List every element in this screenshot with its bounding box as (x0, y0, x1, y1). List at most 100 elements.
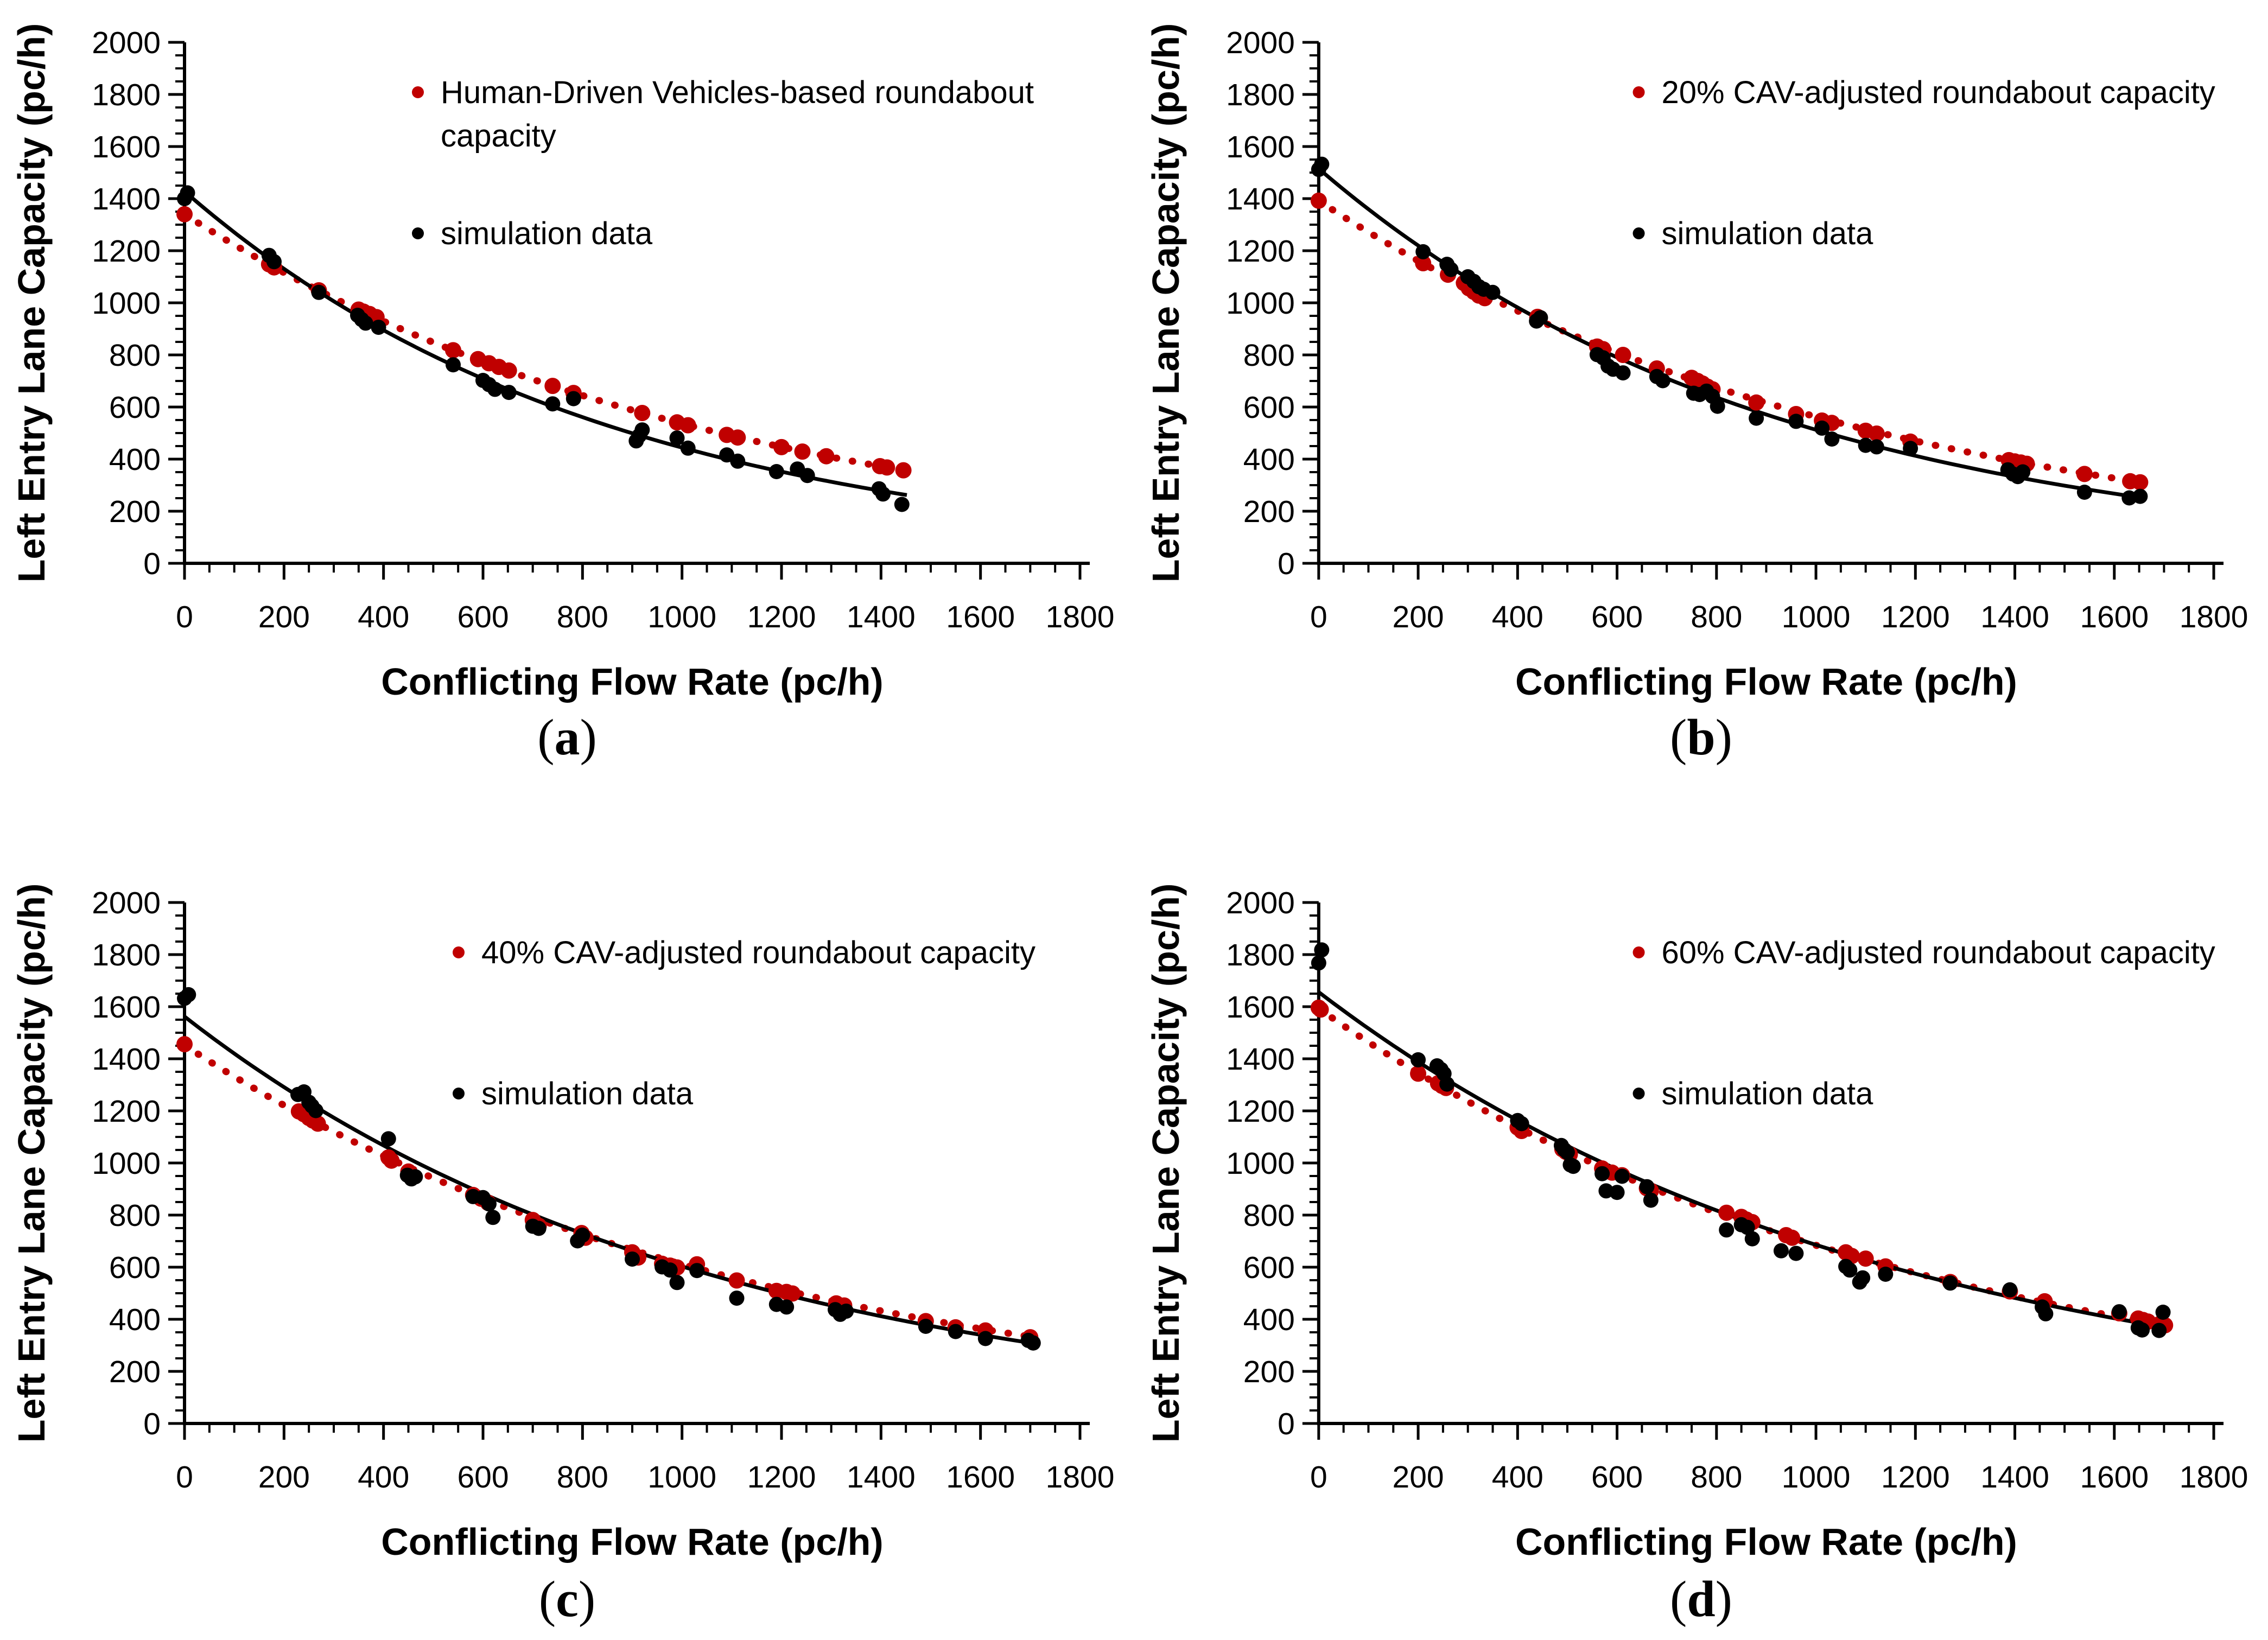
simulation-point (838, 1304, 854, 1319)
simulation-point (1942, 1275, 1958, 1291)
legend-marker-capacity (453, 946, 465, 958)
simulation-point (918, 1319, 933, 1334)
x-tick-label: 600 (457, 600, 509, 634)
y-tick-label: 1800 (1226, 78, 1295, 112)
simulation-point (1614, 1168, 1630, 1184)
capacity-point (1868, 425, 1885, 442)
x-tick-label: 1200 (747, 1460, 816, 1495)
simulation-point (669, 430, 685, 446)
simulation-point (1869, 439, 1884, 455)
simulation-point (308, 1103, 323, 1118)
y-tick-label: 600 (1243, 1250, 1295, 1285)
y-tick-label: 2000 (92, 886, 161, 920)
x-tick-label: 1000 (1782, 600, 1851, 634)
simulation-point (875, 486, 891, 502)
y-tick-label: 400 (109, 1302, 161, 1337)
panel-caption-a: (a) (0, 712, 1134, 763)
y-tick-label: 400 (1243, 1302, 1295, 1337)
simulation-point (1439, 1076, 1455, 1092)
y-tick-label: 1400 (92, 182, 161, 217)
caption-paren-close: ) (578, 1571, 596, 1628)
y-tick-label: 0 (143, 1407, 161, 1441)
x-tick-label: 1200 (1881, 600, 1950, 634)
simulation-point (408, 1169, 423, 1185)
y-tick-label: 800 (1243, 338, 1295, 373)
simulation-point (531, 1221, 547, 1236)
simulation-point (689, 1263, 705, 1279)
y-tick-label: 0 (1278, 546, 1295, 581)
simulation-point (485, 1210, 501, 1225)
chart-panel-c: 0 200 400 600 800 1000 1200 1400 1600 1800 0 200 400… (0, 814, 1134, 1640)
simulation-point (575, 1228, 590, 1243)
capacity-point (729, 429, 746, 446)
simulation-point (1443, 262, 1459, 277)
y-tick-label: 600 (1243, 390, 1295, 425)
simulation-point (545, 396, 561, 412)
caption-paren-open: ( (1670, 1571, 1687, 1628)
x-tick-label: 0 (176, 1460, 193, 1495)
x-tick-label: 1000 (647, 600, 716, 634)
simulation-point (501, 385, 517, 401)
simulation-point (634, 422, 650, 438)
simulation-point (768, 464, 784, 479)
capacity-point (383, 1152, 400, 1169)
chart-panel-d: 0 200 400 600 800 1000 1200 1400 1600 1800 0 200 400… (1134, 814, 2268, 1640)
legend-label-simulation: simulation data (481, 1076, 694, 1111)
x-tick-label: 200 (258, 1460, 310, 1495)
simulation-point (371, 320, 386, 335)
simulation-point (977, 1331, 993, 1346)
x-tick-label: 400 (358, 600, 409, 634)
y-axis-title: Left Entry Lane Capacity (pc/h) (1145, 23, 1187, 583)
capacity-point (176, 206, 193, 223)
y-tick-label: 1000 (1226, 286, 1295, 321)
capacity-point (679, 417, 696, 434)
capacity-point (879, 459, 895, 476)
simulation-point (2134, 1322, 2150, 1338)
simulation-point (1314, 942, 1330, 958)
capacity-point (794, 443, 811, 460)
y-tick-label: 400 (1243, 442, 1295, 477)
caption-letter: b (1687, 709, 1716, 766)
x-axis-title: Conflicting Flow Rate (pc/h) (1515, 1521, 2017, 1563)
simulation-point (1744, 1231, 1760, 1247)
simulation-point (266, 254, 282, 270)
legend-label-capacity: 60% CAV-adjusted roundabout capacity (1662, 936, 2215, 970)
x-tick-label: 1600 (946, 600, 1015, 634)
simulation-point (311, 284, 327, 300)
simulation-point (779, 1299, 795, 1315)
x-tick-label: 1800 (2180, 600, 2248, 634)
y-tick-label: 1800 (92, 78, 161, 112)
capacity-point (309, 1115, 326, 1132)
legend-label-capacity: Human-Driven Vehicles-based roundabout (441, 75, 1034, 110)
panel-caption-b: (b) (1134, 712, 2268, 763)
caption-letter: d (1687, 1571, 1716, 1628)
simulation-point (1773, 1243, 1789, 1258)
capacity-point (1312, 1001, 1329, 1018)
simulation-point (1594, 1166, 1610, 1181)
simulation-point (1842, 1262, 1858, 1278)
y-tick-label: 1800 (92, 938, 161, 972)
caption-paren-close: ) (580, 709, 597, 766)
capacity-point (895, 462, 912, 479)
simulation-point (799, 468, 815, 484)
x-tick-label: 200 (1393, 1460, 1444, 1495)
simulation-point (1025, 1335, 1041, 1351)
capacity-point (2132, 474, 2149, 491)
x-tick-label: 1600 (2080, 1460, 2149, 1495)
simulation-point (669, 1275, 685, 1291)
x-tick-label: 1400 (847, 600, 916, 634)
simulation-point (730, 453, 746, 469)
capacity-point (445, 342, 461, 359)
legend-marker-capacity (1632, 86, 1645, 98)
capacity-point (818, 448, 835, 465)
y-tick-label: 1600 (92, 990, 161, 1025)
y-tick-label: 0 (143, 546, 161, 581)
x-tick-label: 0 (1310, 1460, 1327, 1495)
simulation-point (1719, 1222, 1735, 1238)
y-tick-label: 1400 (1226, 1042, 1295, 1077)
legend-label-capacity: 20% CAV-adjusted roundabout capacity (1662, 75, 2215, 110)
x-tick-label: 800 (1691, 1460, 1742, 1495)
simulation-trendline (1317, 990, 2170, 1330)
x-tick-label: 400 (1492, 1460, 1543, 1495)
